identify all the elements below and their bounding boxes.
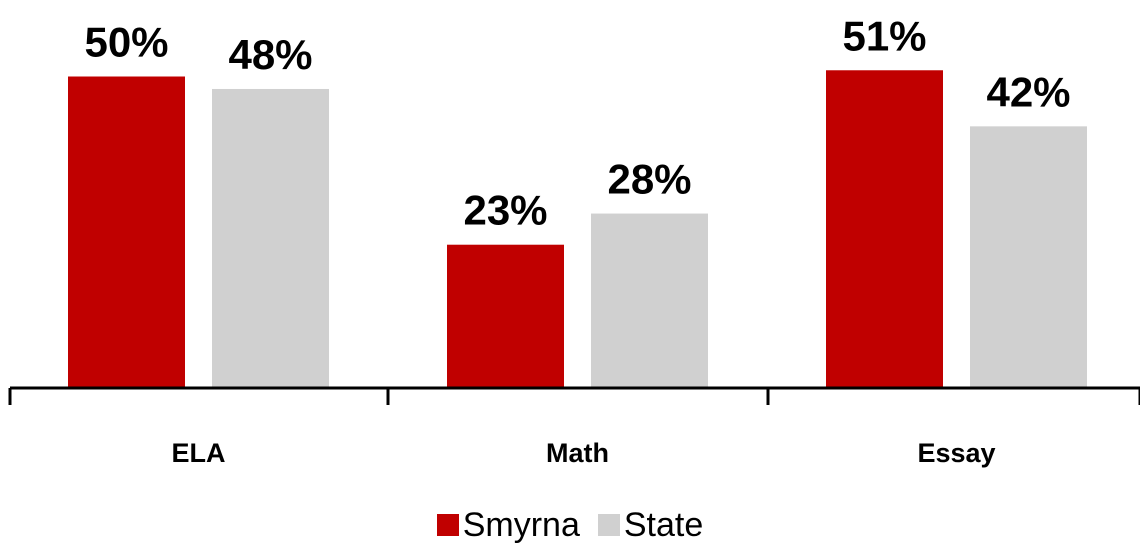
legend-label-smyrna: Smyrna [462, 506, 580, 544]
value-label-state-math: 28% [607, 156, 691, 203]
category-label-essay: Essay [917, 438, 995, 468]
category-labels-layer: ELA Math Essay [172, 438, 996, 468]
value-label-state-ela: 48% [228, 31, 312, 78]
value-labels-layer: 50% 48% 23% 28% 51% 42% [84, 12, 1070, 233]
legend-item-state: State [597, 505, 704, 545]
bar-state-essay [970, 126, 1087, 388]
value-label-smyrna-math: 23% [463, 187, 547, 234]
legend-swatch-smyrna [436, 514, 459, 536]
bar-smyrna-ela [68, 76, 185, 388]
value-label-smyrna-essay: 51% [842, 12, 926, 59]
legend-swatch-state [597, 514, 620, 536]
bar-smyrna-math [447, 244, 564, 388]
legend: Smyrna State [0, 505, 1140, 545]
legend-item-smyrna: Smyrna [436, 505, 580, 545]
value-label-state-essay: 42% [986, 68, 1070, 115]
bar-state-math [591, 213, 708, 388]
category-label-ela: ELA [172, 438, 226, 468]
category-label-math: Math [546, 438, 609, 468]
bar-state-ela [212, 88, 329, 389]
value-label-smyrna-ela: 50% [84, 19, 168, 66]
bar-smyrna-essay [826, 70, 943, 389]
x-axis-ticks [8, 388, 1140, 405]
legend-label-state: State [623, 506, 704, 544]
bars-layer [68, 70, 1087, 389]
